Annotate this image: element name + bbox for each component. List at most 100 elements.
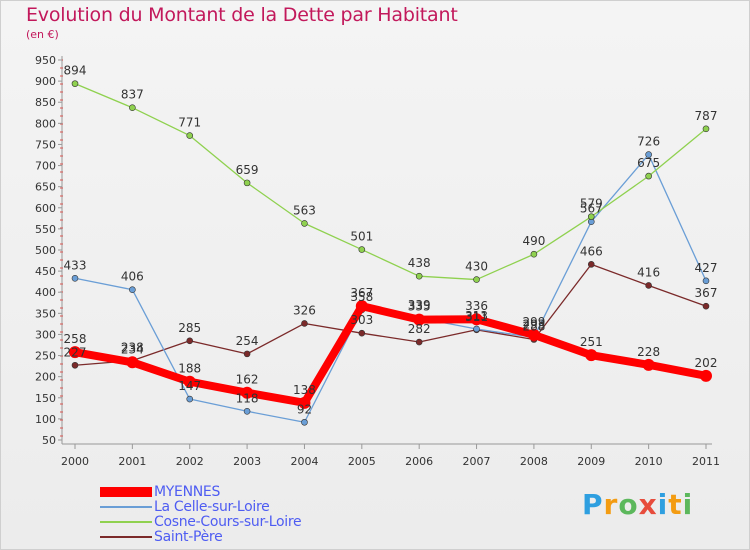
- data-point: [243, 350, 251, 358]
- data-label: 358: [350, 290, 373, 304]
- legend-swatch: [100, 536, 152, 538]
- y-tick-label: 200: [35, 371, 56, 384]
- legend-label: Cosne-Cours-sur-Loire: [154, 514, 302, 530]
- data-point: [129, 286, 136, 293]
- data-label: 466: [580, 244, 603, 258]
- data-label: 228: [637, 345, 660, 359]
- data-point: [702, 302, 710, 310]
- legend-label: Saint-Père: [154, 529, 223, 545]
- logo-letter: i: [682, 488, 694, 521]
- data-label: 227: [64, 345, 87, 359]
- data-label: 303: [350, 313, 373, 327]
- logo-letter: t: [668, 488, 683, 521]
- series-line: [74, 153, 707, 423]
- data-point: [527, 328, 540, 341]
- legend-label: La Celle-sur-Loire: [154, 499, 270, 515]
- data-point: [700, 369, 712, 382]
- data-label: 726: [637, 135, 660, 149]
- data-label: 299: [522, 315, 545, 329]
- data-label: 326: [293, 303, 316, 317]
- data-label: 238: [121, 341, 144, 355]
- data-label: 430: [465, 260, 488, 274]
- data-point: [702, 277, 710, 285]
- logo-letter: x: [638, 488, 658, 521]
- data-label: 416: [637, 265, 660, 279]
- logo-letter: i: [657, 488, 669, 521]
- data-label: 188: [178, 362, 201, 376]
- data-label: 202: [695, 356, 718, 370]
- y-tick-label: 400: [35, 286, 56, 299]
- data-point: [186, 337, 194, 345]
- data-point: [301, 220, 308, 227]
- logo-letter: P: [582, 488, 604, 521]
- data-point: [587, 261, 595, 268]
- data-label: 771: [178, 116, 201, 130]
- data-label: 490: [522, 234, 545, 248]
- data-point: [71, 80, 79, 87]
- data-label: 787: [695, 109, 718, 123]
- data-label: 367: [350, 286, 373, 300]
- data-label: 162: [236, 373, 259, 387]
- data-point: [473, 325, 480, 333]
- y-tick-label: 750: [35, 138, 56, 151]
- data-label: 147: [178, 379, 201, 393]
- data-label: 118: [236, 391, 259, 405]
- y-tick-label: 900: [35, 75, 56, 88]
- data-point: [645, 172, 652, 180]
- data-point: [358, 246, 366, 253]
- data-label: 92: [297, 402, 312, 416]
- data-label: 311: [465, 310, 488, 324]
- x-tick-label: 2005: [348, 455, 376, 468]
- data-label: 659: [236, 163, 259, 177]
- x-tick-label: 2002: [176, 455, 204, 468]
- data-point: [415, 272, 423, 280]
- y-tick-label: 650: [35, 181, 56, 194]
- data-label: 675: [637, 156, 660, 170]
- legend-swatch: [100, 487, 152, 497]
- data-label: 282: [408, 322, 431, 336]
- data-label: 433: [64, 258, 87, 272]
- data-label: 138: [293, 383, 316, 397]
- logo-letter: r: [603, 488, 619, 521]
- data-point: [126, 356, 139, 369]
- y-tick-label: 300: [35, 328, 56, 341]
- data-point: [358, 329, 366, 337]
- data-point: [585, 349, 598, 362]
- y-tick-label: 550: [35, 223, 56, 236]
- data-label: 234: [121, 342, 144, 356]
- data-label: 367: [695, 286, 718, 300]
- data-label: 406: [121, 270, 144, 284]
- data-label: 427: [695, 261, 718, 275]
- data-point: [243, 407, 251, 415]
- x-tick-label: 2011: [692, 455, 720, 468]
- x-tick-label: 2004: [290, 455, 318, 468]
- legend-swatch: [100, 506, 152, 508]
- y-tick-label: 250: [35, 350, 56, 363]
- data-point: [69, 346, 81, 359]
- data-point: [243, 179, 251, 187]
- x-tick-label: 2006: [405, 455, 433, 468]
- data-point: [186, 395, 194, 403]
- data-label: 501: [350, 230, 373, 244]
- y-tick-label: 350: [35, 307, 56, 320]
- y-tick-label: 100: [35, 413, 56, 426]
- x-tick-label: 2008: [520, 455, 548, 468]
- data-point: [473, 276, 480, 283]
- data-label: 288: [522, 320, 545, 334]
- data-point: [413, 313, 426, 326]
- y-tick-label: 50: [42, 434, 56, 447]
- data-label: 438: [408, 256, 431, 270]
- data-label: 285: [178, 321, 201, 335]
- data-point: [301, 418, 308, 426]
- legend-swatch: [100, 521, 152, 523]
- data-label: 563: [293, 203, 316, 217]
- data-point: [186, 132, 194, 139]
- data-point: [301, 320, 308, 327]
- data-label: 335: [408, 300, 431, 314]
- data-point: [183, 375, 196, 388]
- y-tick-label: 500: [35, 244, 56, 257]
- data-point: [71, 361, 79, 369]
- series-line: [74, 302, 707, 407]
